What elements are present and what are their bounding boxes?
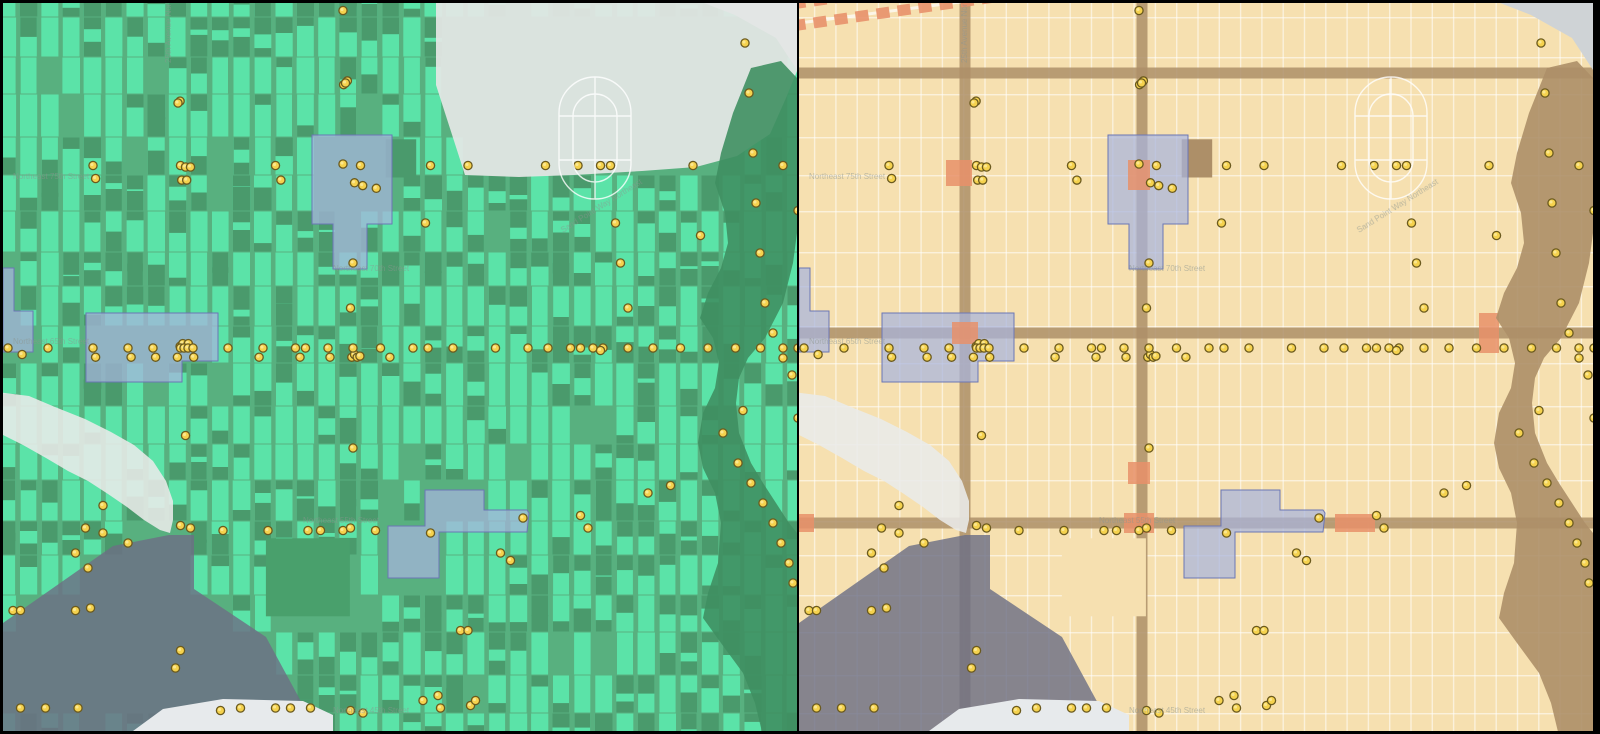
svg-text:25th Avenue Northeast: 25th Avenue Northeast — [960, 3, 969, 63]
svg-text:Northeast 65th Street: Northeast 65th Street — [809, 337, 886, 346]
svg-text:Northeast 45th Street: Northeast 45th Street — [1129, 706, 1206, 715]
svg-text:Northeast 70th Street: Northeast 70th Street — [333, 264, 410, 273]
svg-text:25th Avenue Northeast: 25th Avenue Northeast — [164, 3, 173, 63]
svg-text:Northeast 45th Street: Northeast 45th Street — [333, 706, 410, 715]
svg-text:Northeast 55th Street: Northeast 55th Street — [1099, 516, 1176, 525]
svg-text:Northeast 75th Street: Northeast 75th Street — [13, 172, 90, 181]
svg-text:Northeast 70th Street: Northeast 70th Street — [1129, 264, 1206, 273]
svg-text:Northeast 65th Street: Northeast 65th Street — [13, 337, 90, 346]
svg-text:Northeast 75th Street: Northeast 75th Street — [809, 172, 886, 181]
svg-text:Northeast 55th Street: Northeast 55th Street — [303, 516, 380, 525]
